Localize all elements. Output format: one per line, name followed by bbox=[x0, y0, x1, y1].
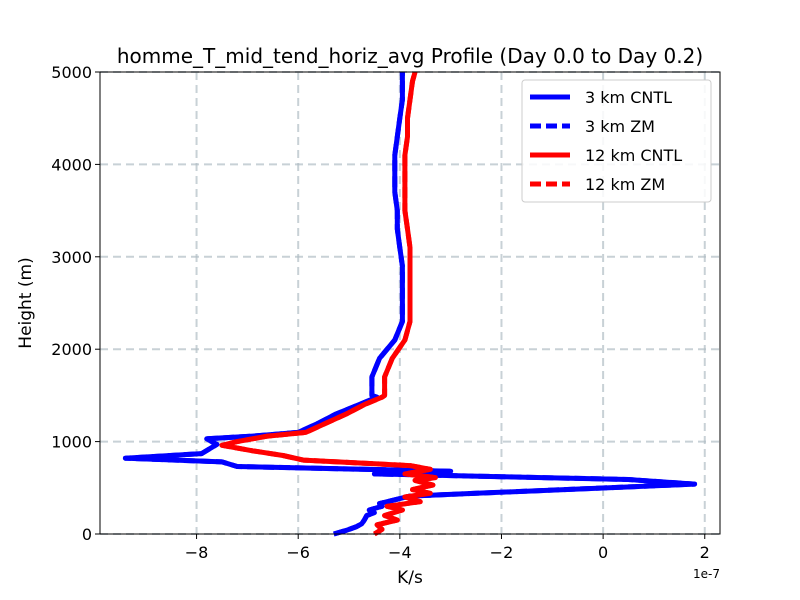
x-axis-offset-label: 1e-7 bbox=[693, 567, 720, 581]
x-tick-label: −2 bbox=[490, 543, 514, 562]
x-axis-label: K/s bbox=[397, 568, 423, 588]
legend-item: 12 km CNTL bbox=[530, 146, 682, 165]
legend-label: 12 km ZM bbox=[585, 175, 665, 194]
y-tick-label: 5000 bbox=[51, 63, 92, 82]
legend-label: 3 km ZM bbox=[585, 117, 655, 136]
x-tick-label: −4 bbox=[388, 543, 412, 562]
legend-item: 3 km ZM bbox=[530, 117, 655, 136]
y-axis-ticks: 0 1000 2000 3000 4000 5000 bbox=[51, 63, 100, 544]
legend-label: 3 km CNTL bbox=[585, 88, 672, 107]
y-axis-label: Height (m) bbox=[16, 257, 36, 348]
legend: 3 km CNTL 3 km ZM 12 km CNTL 12 km ZM bbox=[521, 79, 712, 203]
chart-title: homme_T_mid_tend_horiz_avg Profile (Day … bbox=[117, 44, 703, 68]
x-tick-label: −8 bbox=[185, 543, 209, 562]
series-line-12-km-zm bbox=[219, 71, 438, 537]
legend-box bbox=[521, 79, 712, 203]
x-tick-label: −6 bbox=[286, 543, 310, 562]
legend-item: 12 km ZM bbox=[530, 175, 665, 194]
y-tick-label: 0 bbox=[82, 525, 92, 544]
x-tick-label: 0 bbox=[598, 543, 608, 562]
x-tick-label: 2 bbox=[700, 543, 710, 562]
y-tick-label: 1000 bbox=[51, 433, 92, 452]
y-tick-label: 4000 bbox=[51, 155, 92, 174]
y-tick-label: 2000 bbox=[51, 340, 92, 359]
legend-label: 12 km CNTL bbox=[585, 146, 682, 165]
x-axis-ticks: −8 −6 −4 −2 0 2 bbox=[185, 534, 710, 562]
plot-frame bbox=[99, 71, 721, 535]
series-line-3-km-zm bbox=[122, 72, 698, 537]
series-lines bbox=[122, 71, 698, 537]
legend-item: 3 km CNTL bbox=[530, 88, 672, 107]
y-tick-label: 3000 bbox=[51, 248, 92, 267]
